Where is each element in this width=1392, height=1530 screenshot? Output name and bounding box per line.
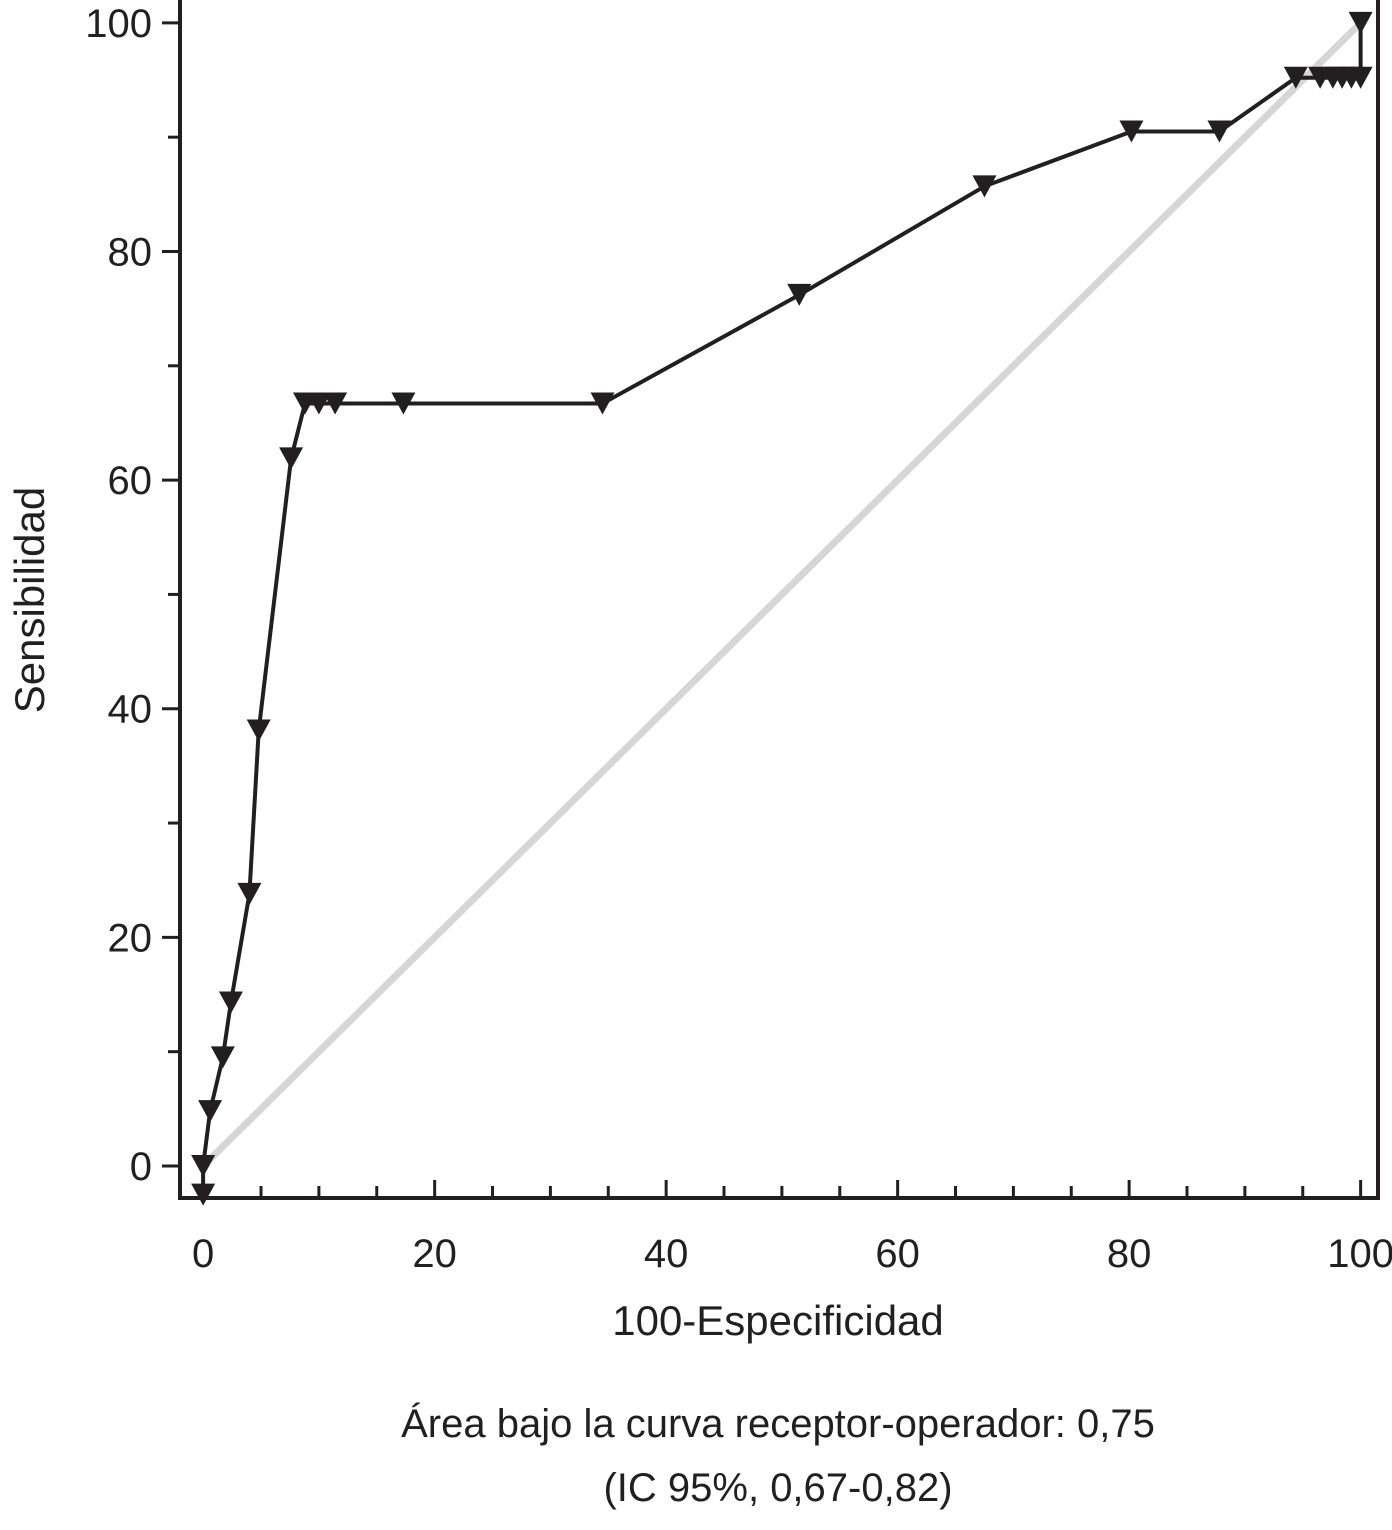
x-tick-label: 40	[644, 1232, 689, 1276]
y-tick-label: 80	[108, 230, 153, 274]
roc-point-marker	[1283, 66, 1308, 89]
roc-point-marker	[1119, 120, 1144, 143]
x-tick-label: 0	[192, 1232, 214, 1276]
y-tick-label: 40	[108, 688, 153, 732]
ci-annotation: (IC 95%, 0,67-0,82)	[603, 1466, 953, 1510]
y-tick-label: 20	[108, 916, 153, 960]
roc-point-marker	[1207, 120, 1232, 143]
roc-point-marker	[198, 1100, 223, 1123]
y-axis-label: Sensibilidad	[6, 487, 53, 714]
reference-diagonal-line	[200, 20, 1364, 1169]
roc-point-marker	[279, 447, 304, 470]
roc-point-marker	[210, 1046, 235, 1069]
axes	[178, 0, 1380, 1200]
roc-curve-layer	[191, 11, 1373, 1206]
x-tick-label: 80	[1107, 1232, 1152, 1276]
tick-marks	[162, 21, 1363, 1198]
roc-point-marker	[218, 991, 243, 1014]
tick-labels: 0 20 40 60 80 100 0 20 40 60 80 100	[85, 2, 1392, 1276]
y-tick-label: 100	[85, 2, 152, 46]
roc-point-marker	[1348, 11, 1373, 34]
y-tick-label: 0	[130, 1145, 152, 1189]
roc-point-marker	[323, 392, 348, 415]
x-axis-label: 100-Especificidad	[612, 1297, 944, 1344]
x-tick-label: 100	[1327, 1232, 1392, 1276]
roc-point-marker	[237, 882, 262, 905]
roc-point-marker	[306, 392, 331, 415]
x-tick-label: 60	[875, 1232, 920, 1276]
y-tick-label: 60	[108, 459, 153, 503]
roc-point-marker	[1348, 66, 1373, 89]
reference-line-layer	[200, 20, 1364, 1169]
roc-point-marker	[787, 283, 812, 306]
auc-annotation: Área bajo la curva receptor-operador: 0,…	[401, 1402, 1155, 1446]
roc-point-marker	[191, 1154, 216, 1177]
roc-point-marker	[391, 392, 416, 415]
roc-point-marker	[246, 719, 271, 742]
roc-point-marker	[590, 392, 615, 415]
roc-point-marker	[972, 175, 997, 198]
x-tick-label: 20	[412, 1232, 457, 1276]
roc-chart: 0 20 40 60 80 100 0 20 40 60 80 100 100-Especificid…	[6, 0, 1392, 1344]
